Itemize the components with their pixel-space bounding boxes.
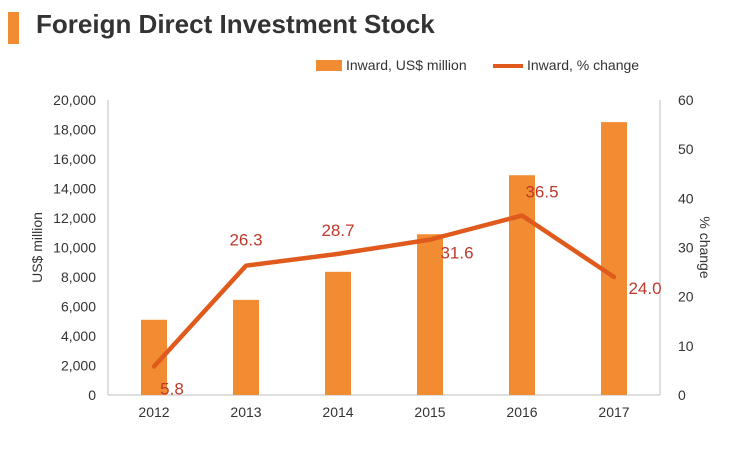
line-data-label: 5.8 [160, 379, 184, 398]
y-tick-label: 2,000 [61, 358, 96, 374]
line-data-label: 24.0 [628, 279, 661, 298]
y-tick-label: 16,000 [53, 151, 96, 167]
line-data-label: 31.6 [440, 244, 473, 263]
bar-2015 [417, 234, 443, 395]
line-series-pct-change [151, 213, 617, 369]
y-tick-label: 12,000 [53, 210, 96, 226]
x-tick-label: 2014 [322, 404, 353, 420]
title-accent-bar [8, 12, 19, 44]
y-tick-label: 18,000 [53, 122, 96, 138]
line-data-label: 28.7 [321, 221, 354, 240]
y-tick-label: 0 [88, 387, 96, 403]
bar-2014 [325, 271, 351, 395]
x-tick-label: 2016 [506, 404, 537, 420]
x-tick-label: 2017 [598, 404, 629, 420]
y-tick-label: 14,000 [53, 181, 96, 197]
chart-title: Foreign Direct Investment Stock [36, 9, 435, 39]
y2-tick-label: 60 [678, 92, 694, 108]
y-tick-label: 8,000 [61, 269, 96, 285]
x-tick-label: 2015 [414, 404, 445, 420]
bar-2016 [509, 175, 535, 395]
y2-tick-label: 50 [678, 141, 694, 157]
x-tick-label: 2013 [230, 404, 261, 420]
legend-label-bar: Inward, US$ million [346, 57, 467, 73]
line-data-label: 26.3 [229, 231, 262, 250]
y-axis-label: US$ million [29, 212, 45, 283]
y-tick-label: 6,000 [61, 299, 96, 315]
bar-2017 [601, 122, 627, 395]
line-data-label: 36.5 [525, 183, 558, 202]
y2-tick-label: 10 [678, 338, 694, 354]
y2-tick-label: 40 [678, 190, 694, 206]
y-tick-label: 4,000 [61, 328, 96, 344]
y2-axis-label: % change [697, 216, 713, 278]
y2-tick-label: 20 [678, 289, 694, 305]
bar-2013 [233, 299, 259, 395]
y2-tick-label: 30 [678, 240, 694, 256]
legend-swatch-bar [316, 60, 342, 71]
x-tick-label: 2012 [138, 404, 169, 420]
y2-tick-label: 0 [678, 387, 686, 403]
y-tick-label: 10,000 [53, 240, 96, 256]
legend-label-line: Inward, % change [527, 57, 639, 73]
y-tick-label: 20,000 [53, 92, 96, 108]
